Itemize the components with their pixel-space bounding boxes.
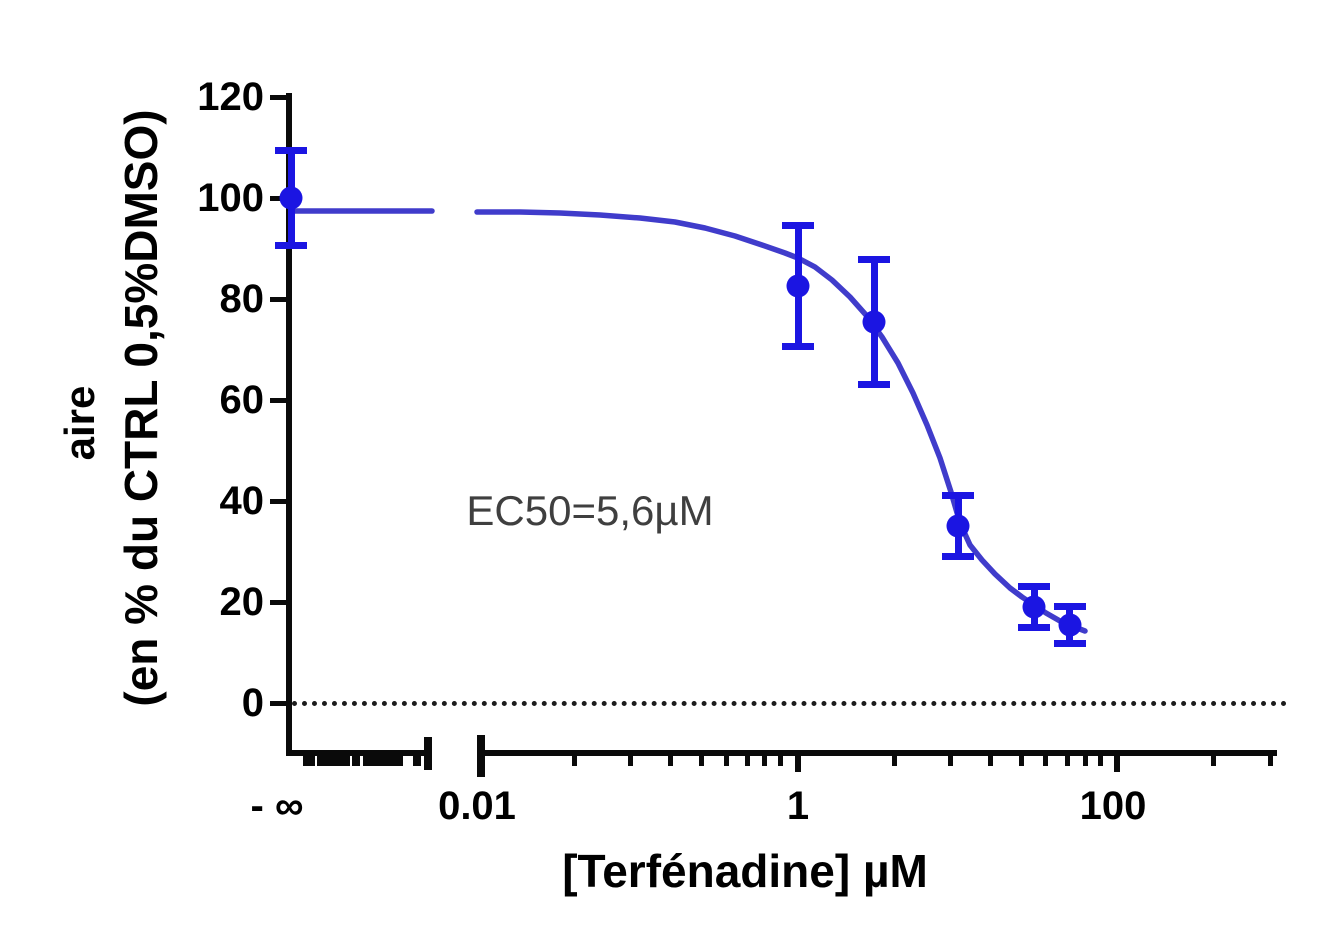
y-tick [270, 94, 288, 100]
y-tick-label: 120 [197, 75, 264, 119]
error-bar-cap [858, 255, 891, 263]
control-tick-block [413, 756, 421, 766]
error-bar-cap [1053, 639, 1086, 647]
x-minor-tick [1064, 753, 1070, 766]
y-axis-line [286, 93, 292, 756]
error-bar-cap [1018, 623, 1051, 631]
y-tick-label: 0 [241, 681, 264, 725]
x-minor-tick [777, 753, 783, 766]
y-axis-title-line2: (en % du CTRL 0,5%DMSO) [115, 109, 167, 707]
data-point-marker [862, 310, 886, 334]
x-minor-tick [1018, 753, 1024, 766]
y-tick [270, 397, 288, 403]
error-bar-cap [275, 241, 307, 249]
fit-curve-segment [474, 209, 1088, 634]
x-minor-tick [1082, 753, 1088, 766]
y-tick-label: 40 [219, 479, 265, 523]
x-minor-tick [891, 753, 897, 766]
y-tick-label: 60 [219, 378, 265, 422]
control-tick-block [317, 756, 350, 766]
y-tick [270, 599, 288, 605]
data-point-marker [786, 274, 810, 298]
error-bar-cap [275, 147, 307, 155]
control-tick-block [363, 756, 403, 766]
y-tick-label: 20 [219, 580, 265, 624]
x-minor-tick [744, 753, 750, 766]
x-axis-right-segment [477, 750, 1277, 756]
y-axis-title-line1: aire [56, 385, 103, 461]
x-tick-label: 0.01 [438, 784, 516, 828]
y-tick [270, 296, 288, 302]
x-axis-left-segment [286, 750, 432, 756]
error-bar-cap [942, 553, 974, 561]
x-tick-label: 100 [1079, 784, 1147, 828]
data-point-marker [279, 186, 303, 210]
x-minor-tick [1267, 753, 1273, 766]
x-minor-tick [947, 753, 953, 766]
data-point-marker [1022, 595, 1046, 619]
data-point-marker [1058, 613, 1082, 637]
error-bar-cap [1018, 583, 1051, 591]
x-minor-tick [987, 753, 993, 766]
x-axis-title: [Terfénadine] µM [562, 845, 928, 897]
x-minor-tick [1097, 753, 1103, 766]
x-tick-label: - ∞ [250, 784, 304, 828]
x-minor-tick [761, 753, 767, 766]
y-tick [270, 700, 288, 706]
control-tick-block [303, 756, 315, 766]
control-tick-block [352, 756, 360, 766]
error-bar-cap [782, 343, 814, 351]
error-bar-cap [782, 222, 814, 230]
x-major-tick [1114, 753, 1120, 772]
x-axis-break-tick-left [424, 737, 432, 770]
x-minor-tick [1042, 753, 1048, 766]
y-tick [270, 498, 288, 504]
x-minor-tick [667, 753, 673, 766]
y-tick-label: 80 [219, 277, 265, 321]
error-bar-cap [942, 492, 974, 500]
x-tick-label: 1 [786, 784, 810, 828]
data-point-marker [946, 514, 970, 538]
x-major-tick [795, 753, 801, 772]
zero-reference-line [292, 701, 1287, 706]
x-minor-tick [698, 753, 704, 766]
x-minor-tick [723, 753, 729, 766]
error-bar-cap [1053, 602, 1086, 610]
x-minor-tick [627, 753, 633, 766]
x-axis-break-tick-right [477, 735, 485, 777]
y-tick-label: 100 [197, 176, 264, 220]
ec50-annotation: EC50=5,6µM [466, 487, 714, 534]
y-tick [270, 195, 288, 201]
x-minor-tick [1210, 753, 1216, 766]
x-minor-tick [571, 753, 577, 766]
error-bar-cap [858, 380, 891, 388]
